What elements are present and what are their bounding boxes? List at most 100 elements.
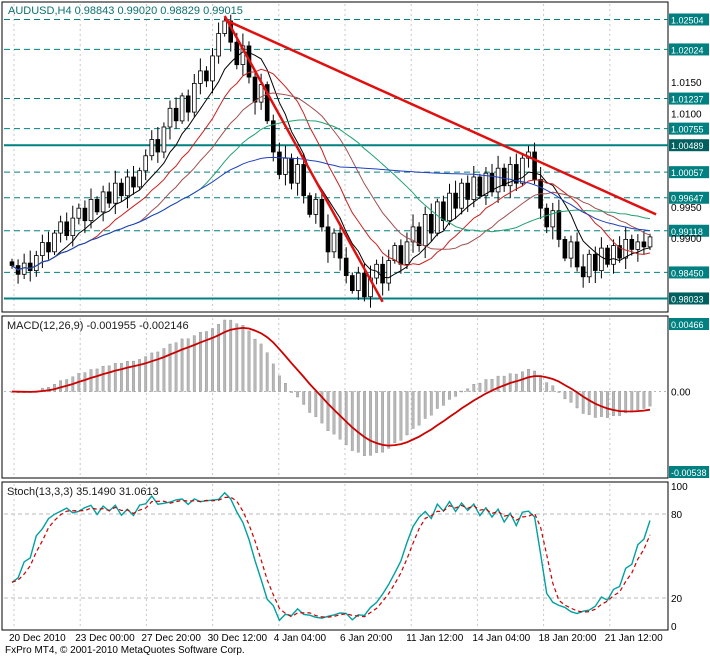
candle-body (137, 170, 142, 188)
trend-line[interactable] (223, 15, 384, 303)
macd-bar (180, 338, 184, 392)
candle-body (313, 198, 319, 215)
date-label: 11 Jan 12:00 (406, 633, 464, 644)
price-level-badge (669, 191, 709, 204)
macd-bar (253, 338, 257, 392)
macd-bar (247, 330, 251, 392)
macd-bar (600, 391, 603, 417)
candle-body (441, 201, 446, 221)
macd-bar (235, 323, 239, 392)
macd-bar (186, 338, 190, 392)
macd-scale-badge (669, 318, 709, 330)
macd-bar (624, 391, 628, 414)
candle-body (599, 247, 604, 272)
macd-bar (417, 391, 421, 426)
candle-body (520, 157, 525, 184)
candle-body (398, 245, 404, 265)
candle-body (46, 242, 51, 253)
macd-bar (83, 372, 87, 392)
candle-body (149, 139, 155, 157)
macd-bar (125, 361, 129, 392)
candle-body (501, 167, 507, 187)
macd-bar (241, 325, 245, 392)
candle-body (459, 182, 464, 209)
candle-body (362, 272, 367, 298)
macd-bar (399, 391, 403, 441)
candle-body (82, 207, 88, 222)
macd-bar (278, 375, 281, 392)
candle-body (477, 176, 483, 197)
price-level-label: 0.98450 (671, 268, 704, 278)
candle-body (125, 176, 130, 197)
macd-bar (636, 391, 640, 410)
macd-bar (618, 391, 622, 416)
macd-scale-label: -0.00538 (671, 468, 707, 478)
candle-body (94, 198, 100, 213)
candle-body (198, 70, 203, 84)
macd-bar (478, 382, 482, 392)
macd-bar (411, 391, 415, 429)
macd-bar (320, 391, 324, 424)
candle-body (27, 262, 33, 272)
candle-body (550, 210, 556, 228)
candle-body (465, 182, 470, 200)
candle-body (173, 107, 179, 122)
macd-bar (296, 391, 299, 398)
candle-body (556, 210, 562, 240)
macd-bar (454, 391, 457, 397)
macd-bar (332, 391, 336, 435)
stoch-scale-label: 100 (671, 482, 688, 493)
macd-bar (527, 369, 530, 392)
macd-bar (150, 352, 154, 392)
price-level-badge (669, 266, 709, 279)
macd-bar (381, 391, 384, 453)
macd-bar (356, 391, 360, 453)
macd-bar (642, 391, 646, 409)
candle-body (641, 241, 647, 248)
candle-body (270, 120, 276, 153)
candle-body (258, 84, 264, 103)
macd-bar (156, 351, 160, 392)
candle-body (623, 238, 628, 259)
candle-body (422, 213, 428, 246)
trend-line[interactable] (224, 18, 657, 216)
macd-bar (472, 384, 476, 392)
candle-body (416, 226, 422, 246)
candle-body (264, 84, 270, 122)
candle-body (234, 41, 240, 66)
candle-body (106, 191, 112, 204)
ma-line (11, 51, 651, 279)
macd-bar (53, 384, 56, 392)
macd-scale-label: 0.00466 (671, 320, 704, 330)
candle-body (222, 20, 228, 34)
main-panel[interactable] (1, 1, 669, 313)
macd-bar (308, 391, 312, 413)
price-level-badge (669, 292, 709, 305)
candles (9, 14, 653, 308)
candle-body (331, 232, 337, 253)
candle-body (210, 55, 215, 82)
macd-scale-badge (669, 466, 709, 478)
macd-bar (168, 343, 172, 392)
stoch-scale-label: 20 (671, 594, 683, 605)
candle-body (483, 172, 489, 197)
macd-bar (59, 380, 63, 392)
price-scale-label: 1.0150 (671, 78, 702, 89)
macd-scale-label: 0.00 (671, 387, 691, 398)
candle-body (295, 164, 300, 184)
stoch-panel[interactable] (1, 481, 669, 631)
candle-body (191, 83, 197, 113)
date-label: 30 Dec 12:00 (208, 633, 268, 644)
macd-bar (375, 391, 378, 453)
candle-body (489, 172, 495, 193)
candle-body (88, 198, 94, 221)
macd-bar (101, 366, 105, 392)
candle-body (355, 272, 361, 292)
macd-bar (533, 370, 537, 392)
macd-bar (174, 342, 178, 392)
macd-bar (448, 391, 451, 400)
candle-body (514, 164, 519, 184)
candle-body (343, 257, 349, 277)
chart-title: AUDUSD,H4 0.98843 0.99020 0.98829 0.9901… (8, 5, 243, 17)
